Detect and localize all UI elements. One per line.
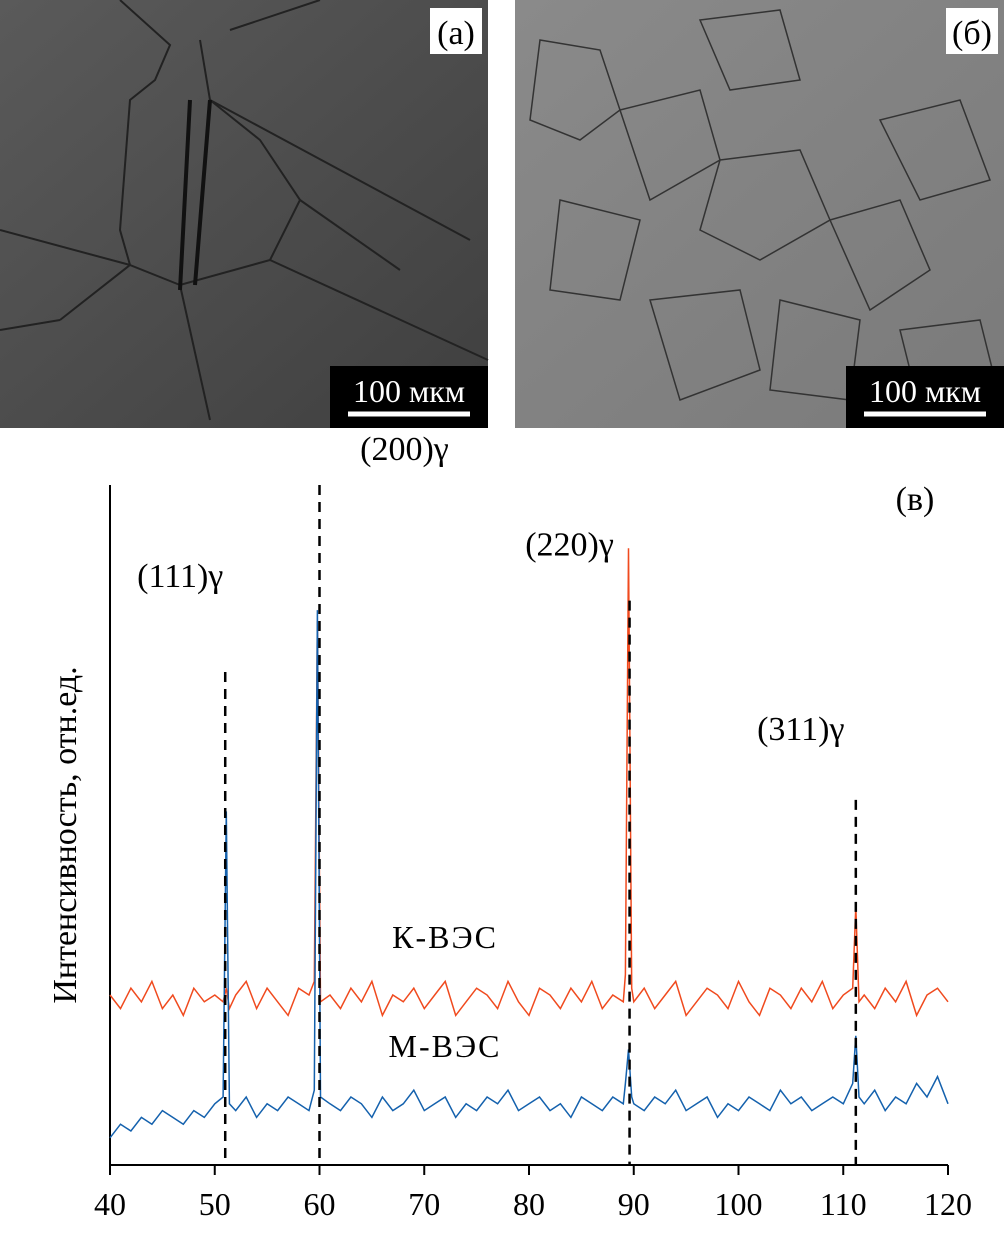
series-label: М-ВЭС bbox=[389, 1028, 502, 1064]
peak-label: (311)γ bbox=[757, 711, 844, 748]
scale-bar-text: 100 мкм bbox=[353, 373, 465, 409]
peak-label: (111)γ bbox=[137, 558, 223, 595]
x-tick-label: 100 bbox=[715, 1186, 763, 1222]
label-box bbox=[946, 8, 998, 54]
y-axis-label: Интенсивность, отн.ед. bbox=[47, 666, 84, 1003]
series-line bbox=[109, 548, 949, 1018]
micrograph-b bbox=[515, 0, 1004, 428]
series-label: К-ВЭС bbox=[392, 919, 498, 955]
x-tick-label: 80 bbox=[513, 1186, 545, 1222]
peak-label: (220)γ bbox=[525, 527, 614, 564]
series-line bbox=[109, 610, 949, 1139]
x-tick-label: 50 bbox=[199, 1186, 231, 1222]
x-tick-label: 70 bbox=[408, 1186, 440, 1222]
label-box bbox=[430, 8, 482, 54]
panel-label: (б) bbox=[952, 15, 992, 52]
peak-label: (200)γ bbox=[360, 431, 449, 468]
x-tick-label: 110 bbox=[820, 1186, 867, 1222]
micrograph-a bbox=[0, 0, 489, 428]
panel-label: (а) bbox=[437, 15, 475, 52]
x-tick-label: 40 bbox=[94, 1186, 126, 1222]
xrd-chart: 40 50 60 70 80 90 100 110 120 Интенсивность, отн.… bbox=[47, 431, 972, 1222]
image-labels: (а) 100 мкм (б) 100 мкм bbox=[330, 8, 1004, 428]
x-tick-label: 120 bbox=[924, 1186, 972, 1222]
scale-box bbox=[846, 366, 1004, 428]
scale-bar-text: 100 мкм bbox=[869, 373, 981, 409]
x-tick-label: 90 bbox=[618, 1186, 650, 1222]
panel-label: (в) bbox=[896, 481, 935, 518]
x-tick-label: 60 bbox=[304, 1186, 336, 1222]
scale-box bbox=[330, 366, 488, 428]
